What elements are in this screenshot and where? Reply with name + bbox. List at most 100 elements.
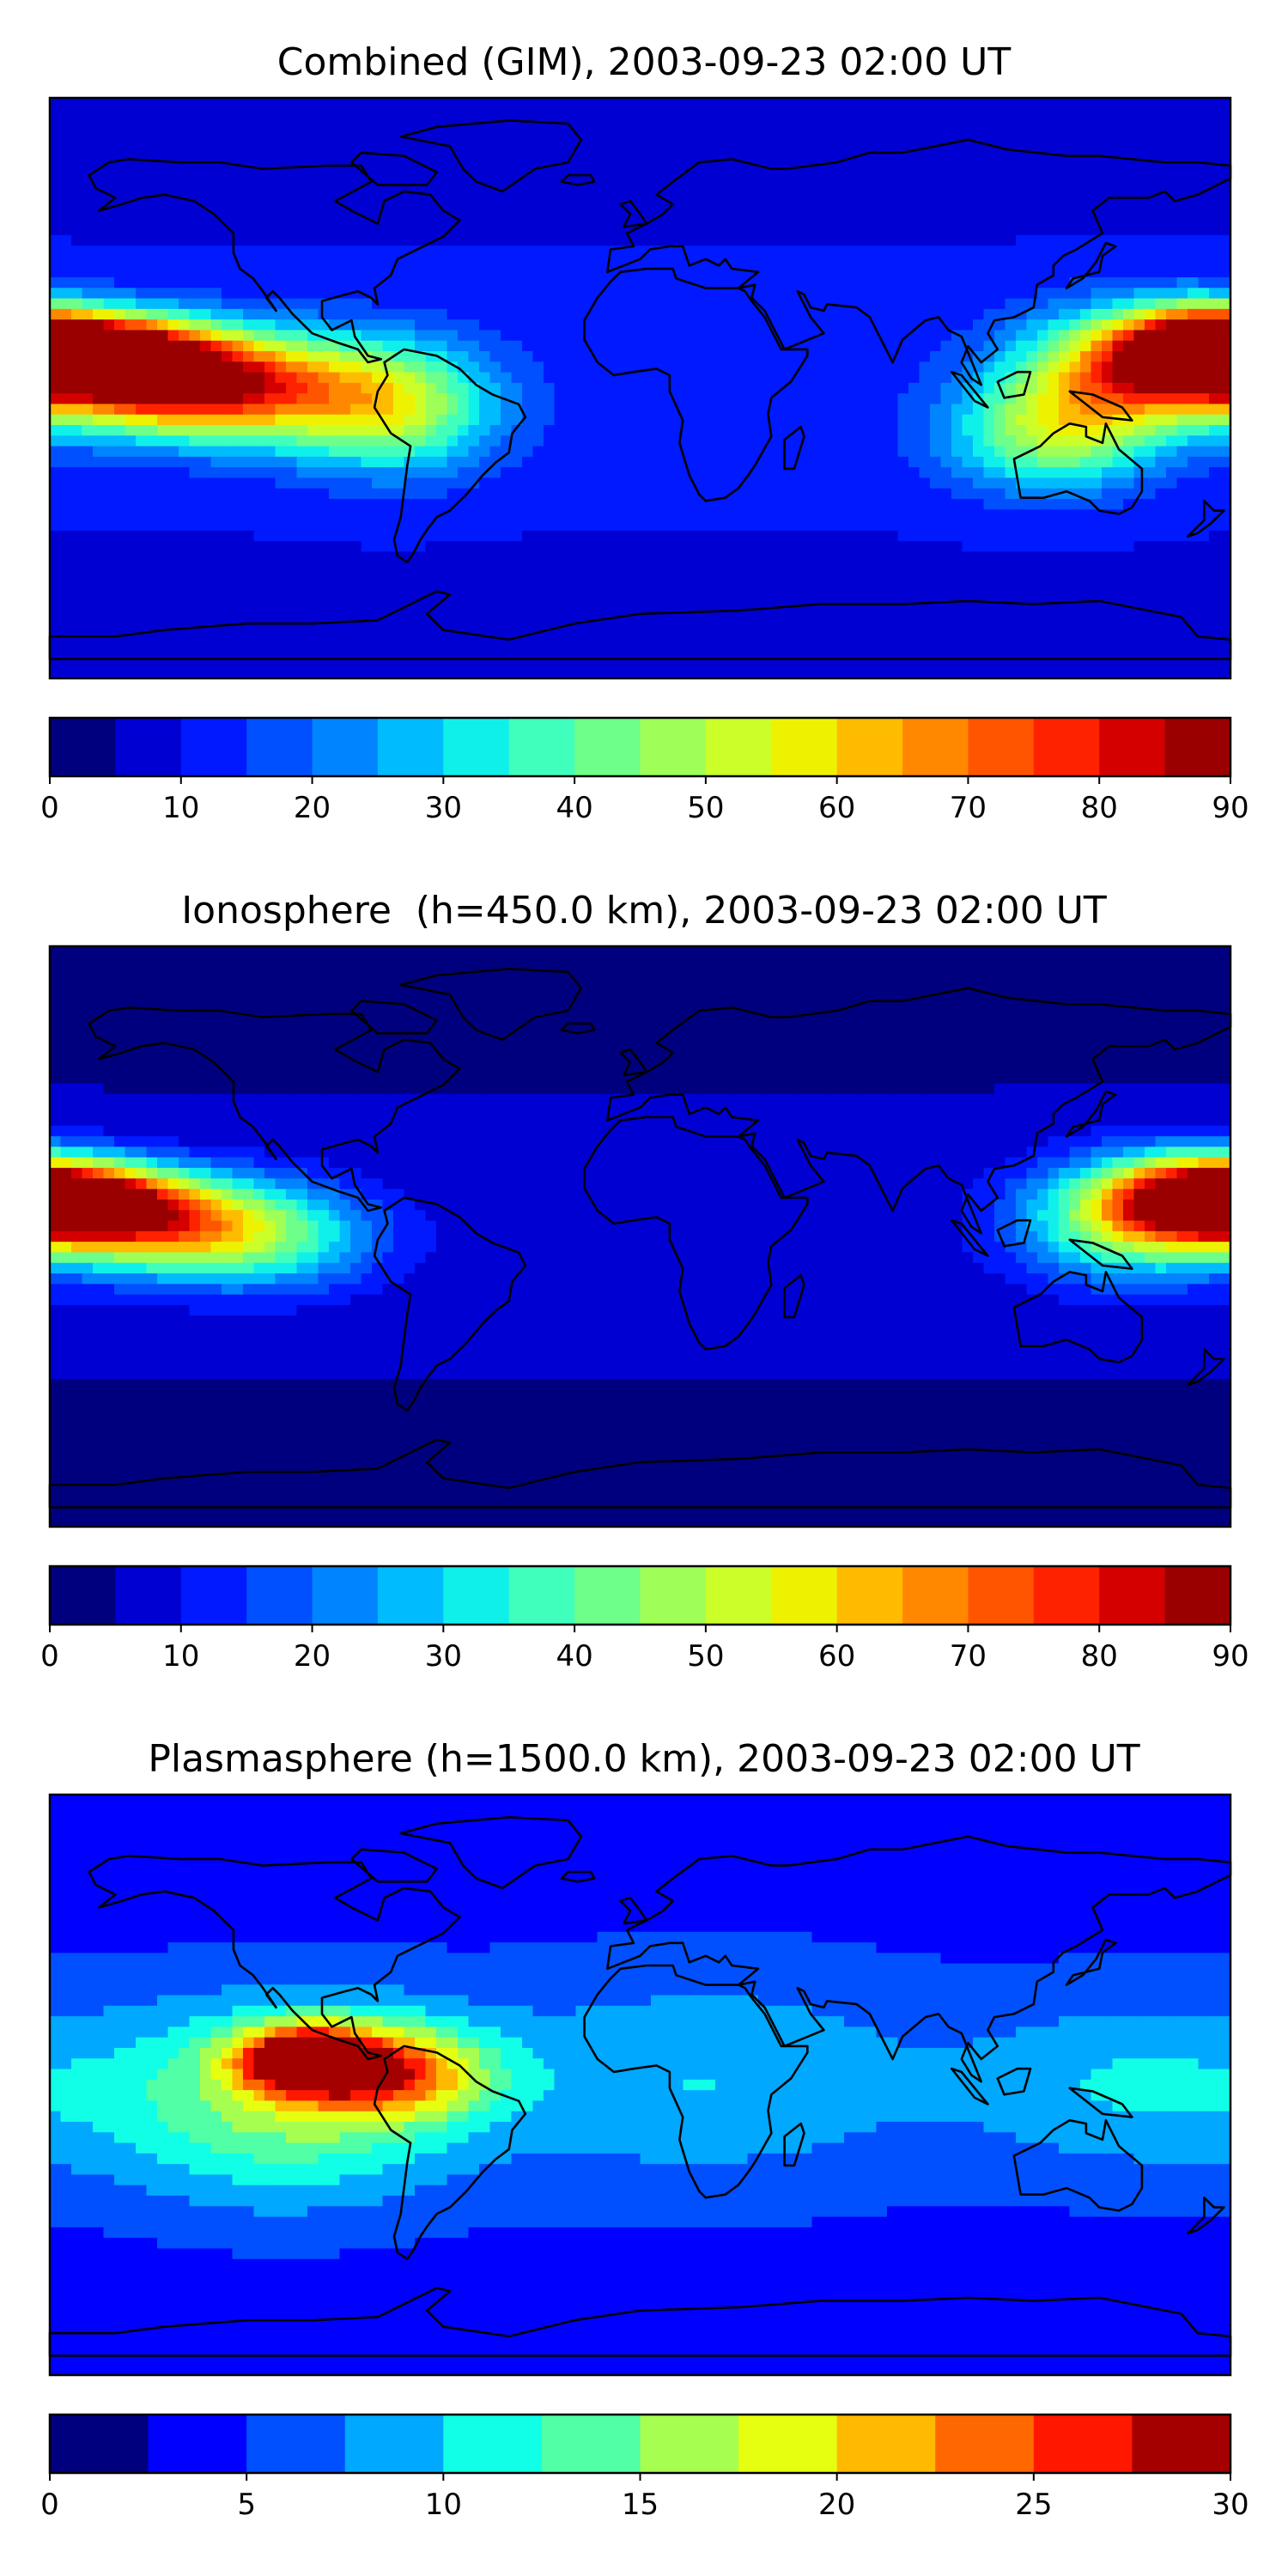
tec-cell xyxy=(415,224,426,235)
tec-cell xyxy=(512,204,523,215)
tec-cell xyxy=(1199,150,1210,161)
tec-cell xyxy=(1177,489,1188,500)
tec-cell xyxy=(350,383,361,394)
tec-cell xyxy=(243,509,254,520)
tec-cell xyxy=(1059,319,1070,331)
tec-cell xyxy=(93,98,104,109)
tec-cell xyxy=(855,361,866,373)
tec-cell xyxy=(1134,172,1145,183)
tec-cell xyxy=(501,509,512,520)
tec-cell xyxy=(1145,214,1156,225)
tec-cell xyxy=(286,562,297,574)
tec-cell xyxy=(1220,246,1231,257)
tec-cell xyxy=(254,552,265,563)
tec-cell xyxy=(264,256,276,267)
tec-cell xyxy=(726,477,738,489)
tec-cell xyxy=(662,214,673,225)
tec-cell xyxy=(50,288,61,299)
tec-cell xyxy=(447,309,459,320)
tec-cell xyxy=(276,267,287,278)
tec-cell xyxy=(598,214,609,225)
tec-cell xyxy=(361,435,373,447)
tec-cell xyxy=(1113,509,1124,520)
tec-cell xyxy=(866,193,877,204)
tec-cell xyxy=(662,288,673,299)
tec-cell xyxy=(179,415,190,426)
tec-cell xyxy=(705,361,716,373)
tec-cell xyxy=(791,182,802,193)
tec-cell xyxy=(791,193,802,204)
tec-cell xyxy=(908,499,920,510)
tec-cell xyxy=(1145,341,1156,352)
tec-cell xyxy=(705,467,716,478)
tec-cell xyxy=(877,204,888,215)
tec-cell xyxy=(533,98,544,109)
tec-cell xyxy=(307,573,319,584)
tec-cell xyxy=(329,435,340,447)
tec-cell xyxy=(920,361,931,373)
tec-cell xyxy=(522,299,533,310)
tec-cell xyxy=(447,108,459,119)
tec-cell xyxy=(898,267,909,278)
tec-cell xyxy=(211,172,222,183)
tec-cell xyxy=(1016,435,1027,447)
tec-cell xyxy=(1027,509,1038,520)
tec-cell xyxy=(1177,457,1188,468)
tec-cell xyxy=(93,351,104,362)
tec-cell xyxy=(1113,277,1124,289)
tec-cell xyxy=(1037,351,1048,362)
tec-cell xyxy=(651,425,662,436)
tec-cell xyxy=(329,552,340,563)
tec-cell xyxy=(608,140,619,151)
tec-cell xyxy=(82,520,94,532)
tec-cell xyxy=(372,499,383,510)
tec-cell xyxy=(93,415,104,426)
tec-cell xyxy=(951,277,963,289)
tec-cell xyxy=(1048,319,1060,331)
tec-cell xyxy=(1145,119,1156,131)
tec-cell xyxy=(1080,256,1091,267)
tec-cell xyxy=(1123,119,1134,131)
tec-cell xyxy=(726,467,738,478)
tec-cell xyxy=(887,457,898,468)
tec-cell xyxy=(705,161,716,173)
tec-cell xyxy=(254,119,265,131)
tec-cell xyxy=(823,98,834,109)
tec-cell xyxy=(994,457,1005,468)
tec-cell xyxy=(866,467,877,478)
tec-cell xyxy=(715,351,726,362)
tec-cell xyxy=(286,499,297,510)
tec-cell xyxy=(641,341,652,352)
tec-cell xyxy=(533,277,544,289)
tec-cell xyxy=(812,108,823,119)
tec-cell xyxy=(179,150,190,161)
tec-cell xyxy=(104,415,115,426)
tec-cell xyxy=(941,499,952,510)
tec-cell xyxy=(190,393,201,404)
tec-cell xyxy=(629,541,641,552)
tec-cell xyxy=(641,150,652,161)
tec-cell xyxy=(565,425,576,436)
tec-cell xyxy=(1005,520,1017,532)
tec-cell xyxy=(726,119,738,131)
tec-cell xyxy=(973,172,984,183)
tec-cell xyxy=(1177,119,1188,131)
tec-cell xyxy=(329,204,340,215)
tec-cell xyxy=(855,130,866,141)
tec-cell xyxy=(748,351,759,362)
tec-cell xyxy=(469,204,480,215)
tec-cell xyxy=(565,277,576,289)
tec-cell xyxy=(963,552,974,563)
tec-cell xyxy=(619,98,630,109)
tec-cell xyxy=(114,224,125,235)
tec-cell xyxy=(1220,457,1231,468)
tec-cell xyxy=(157,277,168,289)
tec-cell xyxy=(1166,499,1177,510)
tec-cell xyxy=(329,509,340,520)
tec-cell xyxy=(694,204,705,215)
tec-cell xyxy=(361,235,373,246)
tec-cell xyxy=(114,119,125,131)
tec-cell xyxy=(393,309,404,320)
tec-cell xyxy=(125,361,137,373)
tec-cell xyxy=(233,130,244,141)
